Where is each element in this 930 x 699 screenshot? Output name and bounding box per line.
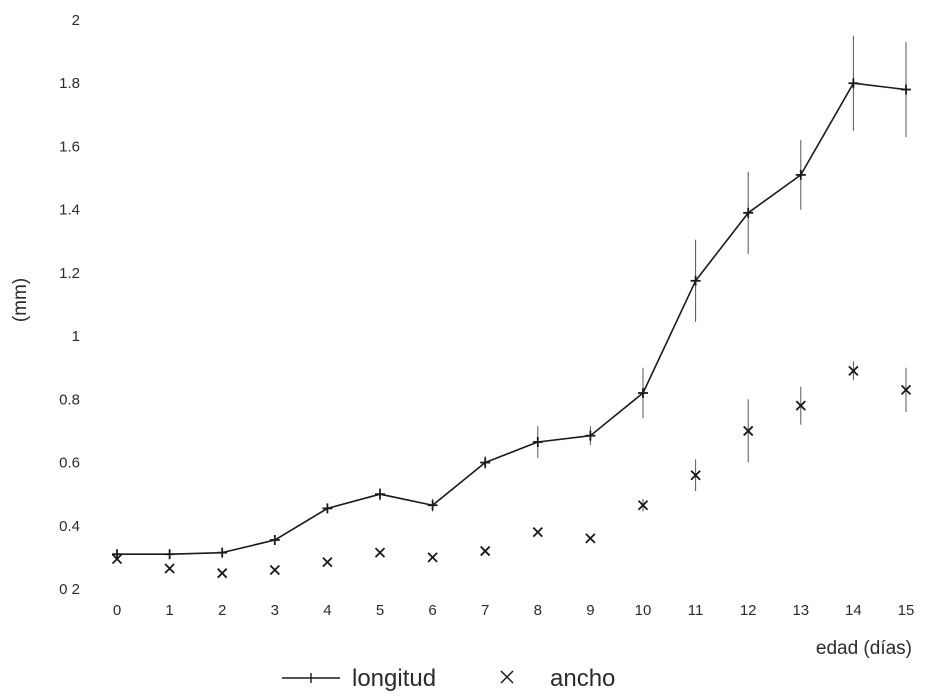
longitud-point: [427, 500, 438, 511]
x-tick-label: 10: [635, 602, 652, 619]
longitud-point: [848, 78, 859, 89]
legend: longitud ancho: [282, 665, 615, 692]
ancho-point: [427, 552, 438, 563]
longitud-point: [638, 388, 648, 399]
ancho-point: [322, 556, 333, 568]
longitud-point: [375, 489, 385, 500]
y-tick-label: 2: [72, 12, 80, 29]
y-tick-label: 1: [72, 328, 80, 345]
ancho-point: [374, 547, 386, 558]
y-axis-label: (mm): [10, 278, 31, 322]
y-tick-label: 1.6: [59, 138, 80, 155]
y-tick-label: 1.2: [59, 265, 80, 282]
ancho-point: [217, 568, 228, 579]
y-tick-label: 1.8: [59, 75, 80, 92]
y-tick-labels: 0 2 0.4 0.6 0.8 1 1.2 1.4 1.6 1.8 2: [59, 12, 80, 598]
legend-longitud-label: longitud: [352, 665, 436, 692]
longitud-point: [743, 207, 754, 218]
x-tick-label: 7: [481, 602, 489, 619]
x-tick-label: 3: [271, 602, 279, 619]
x-tick-labels: 0 1 2 3 4 5 6 7 8 9 10 11 12 13 14 15: [113, 602, 915, 619]
ancho-point: [637, 500, 649, 511]
x-tick-label: 0: [113, 602, 121, 619]
x-tick-label: 4: [323, 602, 331, 619]
y-tick-label: 0 2: [59, 581, 80, 598]
x-tick-label: 12: [740, 602, 757, 619]
longitud-point: [269, 535, 280, 546]
ancho-point: [743, 425, 754, 437]
x-tick-label: 11: [688, 602, 704, 619]
longitud-point: [217, 547, 228, 558]
ancho-point: [900, 384, 912, 395]
longitud-series-line: [117, 82, 907, 556]
x-tick-label: 5: [376, 602, 384, 619]
longitud-point: [322, 503, 333, 514]
x-tick-label: 1: [165, 602, 173, 619]
y-tick-label: 0.8: [59, 391, 80, 408]
x-axis-label: edad (días): [816, 638, 912, 659]
axes: (mm) edad (días): [10, 278, 912, 659]
longitud-point: [164, 549, 175, 560]
longitud-point: [585, 430, 596, 441]
error-bars: [379, 35, 907, 512]
longitud-point: [795, 169, 806, 180]
ancho-point: [111, 553, 123, 565]
series: [111, 78, 912, 579]
x-tick-label: 13: [792, 602, 809, 619]
y-tick-label: 0.4: [59, 518, 80, 535]
longitud-point: [901, 84, 911, 95]
longitud-point: [112, 549, 122, 560]
y-tick-label: 0.6: [59, 455, 80, 472]
ancho-point: [532, 526, 543, 538]
ancho-point: [848, 365, 859, 377]
y-tick-label: 1.4: [59, 202, 80, 219]
ancho-point: [585, 533, 596, 544]
longitud-point: [480, 457, 491, 468]
x-tick-label: 8: [534, 602, 542, 619]
longitud-point: [690, 275, 701, 286]
ancho-point: [690, 470, 701, 481]
x-tick-label: 9: [586, 602, 594, 619]
ancho-point: [269, 564, 280, 576]
legend-ancho-label: ancho: [550, 665, 615, 692]
longitud-point: [532, 437, 543, 448]
x-tick-label: 15: [898, 602, 915, 619]
legend-ancho-marker: [500, 670, 514, 684]
ancho-point: [480, 545, 491, 557]
x-tick-label: 14: [845, 602, 862, 619]
x-tick-label: 2: [218, 602, 226, 619]
x-tick-label: 6: [428, 602, 436, 619]
ancho-point: [164, 563, 175, 574]
ancho-point: [795, 400, 806, 411]
